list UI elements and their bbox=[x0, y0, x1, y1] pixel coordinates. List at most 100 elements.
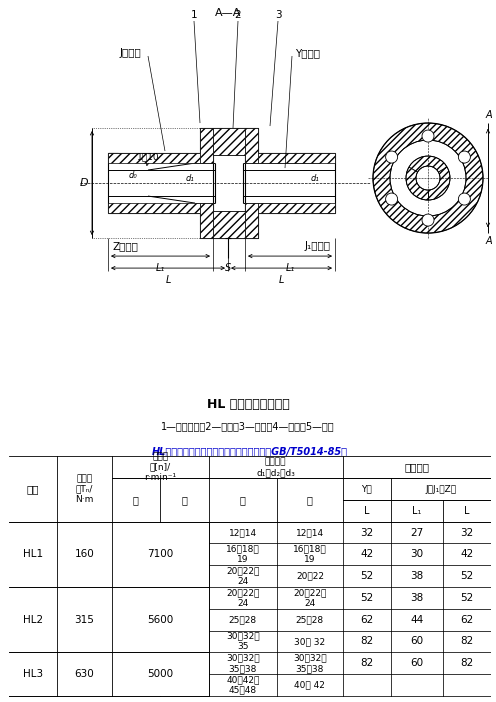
Bar bbox=[200, 128, 213, 163]
Text: J型轴孔: J型轴孔 bbox=[119, 48, 141, 58]
Bar bbox=[58, 456, 112, 522]
Text: 32: 32 bbox=[360, 528, 373, 538]
Text: 12、14: 12、14 bbox=[296, 528, 324, 537]
Text: J、J₁、Z型: J、J₁、Z型 bbox=[426, 484, 457, 494]
Text: A: A bbox=[486, 236, 492, 246]
Bar bbox=[245, 128, 258, 163]
Text: 82: 82 bbox=[460, 658, 473, 668]
Text: 12、14: 12、14 bbox=[229, 528, 257, 537]
Text: 25、28: 25、28 bbox=[296, 615, 324, 624]
Text: D: D bbox=[80, 178, 88, 188]
Text: 铁: 铁 bbox=[182, 495, 187, 505]
Text: L: L bbox=[279, 275, 284, 285]
Bar bbox=[9, 522, 58, 587]
Text: 许用转
速[n]/
r·min⁻¹: 许用转 速[n]/ r·min⁻¹ bbox=[144, 452, 176, 482]
Text: 60: 60 bbox=[410, 658, 424, 668]
Bar bbox=[108, 153, 200, 163]
Text: Z型轴孔: Z型轴孔 bbox=[112, 241, 138, 251]
Text: 铁: 铁 bbox=[307, 495, 313, 505]
Text: 60: 60 bbox=[410, 637, 424, 647]
Text: 27: 27 bbox=[410, 528, 424, 538]
Text: 32: 32 bbox=[460, 528, 473, 538]
Text: 16、18、
19: 16、18、 19 bbox=[293, 545, 327, 564]
Bar bbox=[200, 203, 213, 238]
Bar bbox=[160, 478, 209, 522]
Text: 20、22: 20、22 bbox=[296, 571, 324, 581]
Text: 38: 38 bbox=[410, 571, 424, 581]
Text: L: L bbox=[165, 275, 171, 285]
Text: HL 型弹性柱销联轴器: HL 型弹性柱销联轴器 bbox=[207, 399, 289, 411]
Text: A: A bbox=[486, 110, 492, 120]
Text: 40、42、
45、48: 40、42、 45、48 bbox=[226, 675, 259, 695]
Bar bbox=[209, 478, 277, 522]
Text: 52: 52 bbox=[360, 593, 373, 603]
Text: 7100: 7100 bbox=[147, 550, 173, 559]
Text: 20、22、
24: 20、22、 24 bbox=[226, 567, 259, 586]
Wedge shape bbox=[373, 123, 483, 233]
Text: HL型弹性柱销联轴器基本参数和主要尺寸（GB/T5014-85）: HL型弹性柱销联轴器基本参数和主要尺寸（GB/T5014-85） bbox=[152, 446, 348, 456]
Text: d₀: d₀ bbox=[128, 171, 137, 180]
Circle shape bbox=[458, 151, 470, 163]
Bar bbox=[9, 587, 58, 652]
Text: d₁: d₁ bbox=[310, 173, 319, 183]
Bar bbox=[112, 587, 209, 652]
Text: L: L bbox=[464, 506, 470, 516]
Bar bbox=[277, 478, 343, 522]
Text: 52: 52 bbox=[460, 571, 473, 581]
Bar bbox=[9, 652, 58, 696]
Text: S: S bbox=[225, 263, 231, 273]
Text: 16、18、
19: 16、18、 19 bbox=[226, 545, 260, 564]
Circle shape bbox=[458, 193, 470, 205]
Text: A—A: A—A bbox=[215, 8, 241, 18]
Text: 20、22、
24: 20、22、 24 bbox=[226, 588, 259, 608]
Text: 40、 42: 40、 42 bbox=[295, 680, 325, 689]
Bar bbox=[343, 456, 491, 478]
Text: J₁型轴孔: J₁型轴孔 bbox=[305, 241, 331, 251]
Text: L₁: L₁ bbox=[412, 506, 422, 516]
Text: 轴孔直径
d₁、d₂、d₃: 轴孔直径 d₁、d₂、d₃ bbox=[256, 458, 295, 477]
Text: 30、 32: 30、 32 bbox=[294, 637, 325, 646]
Text: L: L bbox=[364, 506, 370, 516]
Text: 38: 38 bbox=[410, 593, 424, 603]
Bar bbox=[213, 128, 245, 155]
Text: 42: 42 bbox=[460, 550, 473, 559]
Bar bbox=[58, 652, 112, 696]
Text: 20、22、
24: 20、22、 24 bbox=[293, 588, 326, 608]
Text: 30、32、
35、38: 30、32、 35、38 bbox=[293, 654, 327, 673]
Text: 52: 52 bbox=[460, 593, 473, 603]
Text: 44: 44 bbox=[410, 615, 424, 625]
Bar bbox=[391, 478, 491, 500]
Bar bbox=[343, 500, 391, 522]
Bar bbox=[112, 522, 209, 587]
Text: d₁: d₁ bbox=[186, 173, 194, 183]
Text: 公称转
矩Tₙ/
N·m: 公称转 矩Tₙ/ N·m bbox=[75, 474, 94, 504]
Text: 钢: 钢 bbox=[133, 495, 139, 505]
Bar bbox=[58, 587, 112, 652]
Text: HL2: HL2 bbox=[23, 615, 43, 625]
Bar bbox=[112, 652, 209, 696]
Text: 82: 82 bbox=[360, 637, 373, 647]
Circle shape bbox=[385, 193, 398, 205]
Text: 52: 52 bbox=[360, 571, 373, 581]
Bar bbox=[58, 522, 112, 587]
Text: 82: 82 bbox=[360, 658, 373, 668]
Bar bbox=[258, 153, 335, 163]
Text: 1：10: 1：10 bbox=[137, 152, 159, 161]
Text: Y型轴孔: Y型轴孔 bbox=[296, 48, 320, 58]
Bar bbox=[112, 456, 209, 478]
Text: 1—半联轴器；2—柱销；3—挡板；4—螺栓；5—垒圈: 1—半联轴器；2—柱销；3—挡板；4—螺栓；5—垒圈 bbox=[161, 421, 335, 432]
Text: 630: 630 bbox=[75, 669, 94, 679]
Text: 82: 82 bbox=[460, 637, 473, 647]
Text: 轴孔长度: 轴孔长度 bbox=[404, 462, 430, 472]
Text: 钢: 钢 bbox=[240, 495, 246, 505]
Text: 型号: 型号 bbox=[27, 484, 39, 494]
Text: 3: 3 bbox=[275, 10, 281, 20]
Text: 30、32、
35: 30、32、 35 bbox=[226, 632, 260, 651]
Text: 62: 62 bbox=[460, 615, 473, 625]
Bar bbox=[112, 478, 160, 522]
Bar bbox=[245, 203, 258, 238]
Wedge shape bbox=[406, 156, 450, 200]
Bar bbox=[258, 203, 335, 213]
Text: L₁: L₁ bbox=[285, 263, 295, 273]
Text: HL3: HL3 bbox=[23, 669, 43, 679]
